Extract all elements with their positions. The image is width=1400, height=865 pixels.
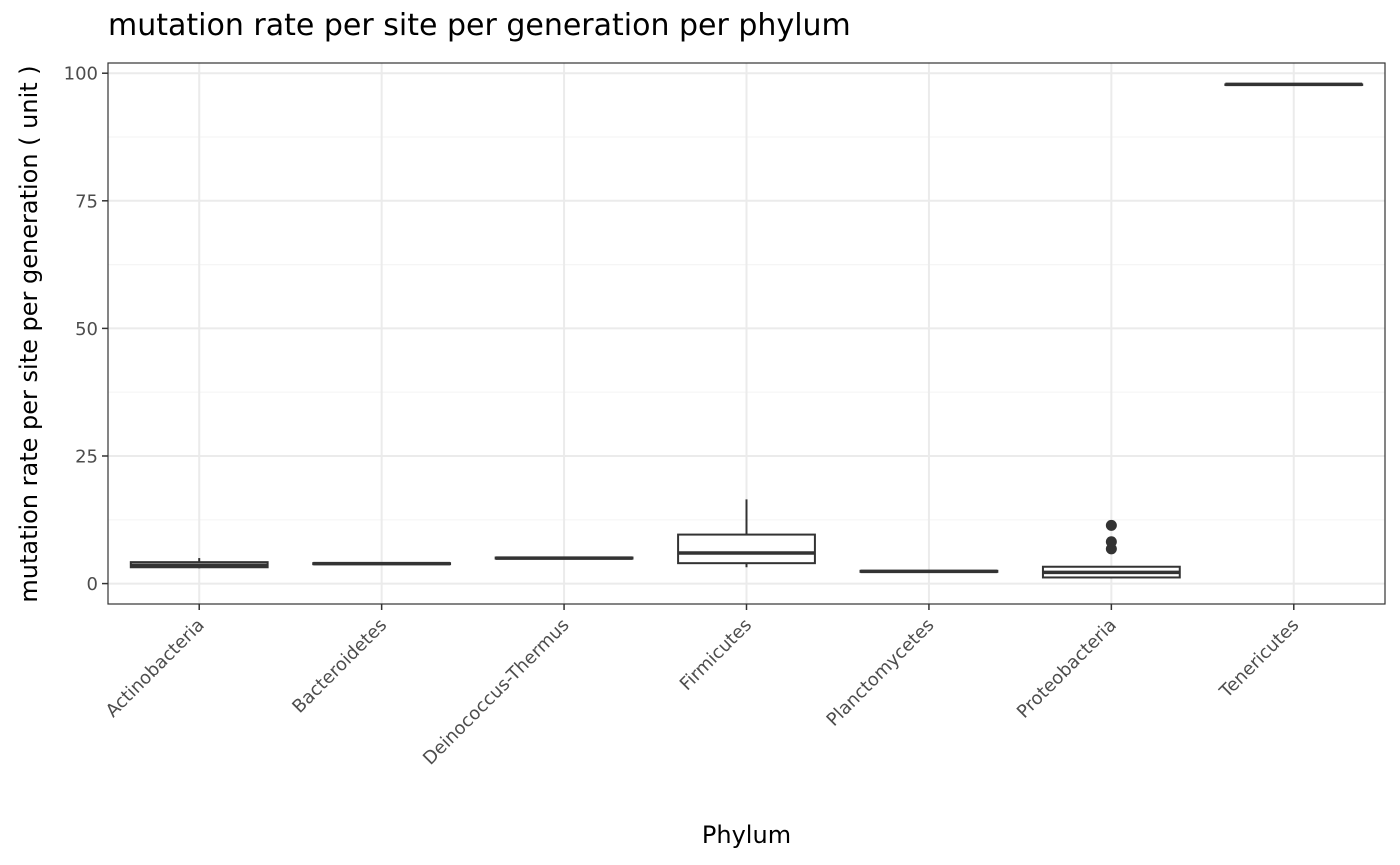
- x-axis-title: Phylum: [702, 821, 791, 849]
- x-tick-label: Firmicutes: [676, 615, 756, 695]
- box-deinococcus-thermus: [494, 556, 634, 560]
- outlier-point: [1105, 536, 1117, 548]
- box-firmicutes: [677, 499, 816, 568]
- y-tick-label: 50: [75, 319, 98, 340]
- x-tick-label: Actinobacteria: [102, 615, 209, 722]
- box-actinobacteria: [129, 558, 269, 569]
- box-bacteroidetes: [312, 561, 452, 566]
- box-proteobacteria: [1041, 519, 1181, 579]
- y-tick-label: 75: [75, 191, 98, 212]
- x-tick-label: Tenericutes: [1215, 615, 1303, 703]
- x-tick-label: Deinococcus-Thermus: [419, 615, 574, 770]
- box-tenericutes: [1224, 82, 1364, 87]
- x-tick-label: Proteobacteria: [1013, 615, 1121, 723]
- box-iqr: [677, 533, 816, 565]
- boxplot-series: [129, 82, 1364, 579]
- y-tick-label: 100: [64, 64, 98, 85]
- y-tick-label: 25: [75, 446, 98, 467]
- grid-lines: [108, 63, 1385, 604]
- axes: 0 25 50 75 100 Actinobacteria Bacteroidetes Dei…: [64, 64, 1304, 770]
- outlier-point: [1105, 519, 1117, 531]
- box-planctomycetes: [859, 569, 999, 574]
- y-axis-title: mutation rate per site per generation ( …: [15, 65, 43, 602]
- chart-title: mutation rate per site per generation pe…: [108, 8, 851, 43]
- y-tick-label: 0: [87, 574, 98, 595]
- x-tick-label: Planctomycetes: [823, 615, 939, 731]
- x-tick-label: Bacteroidetes: [288, 615, 391, 718]
